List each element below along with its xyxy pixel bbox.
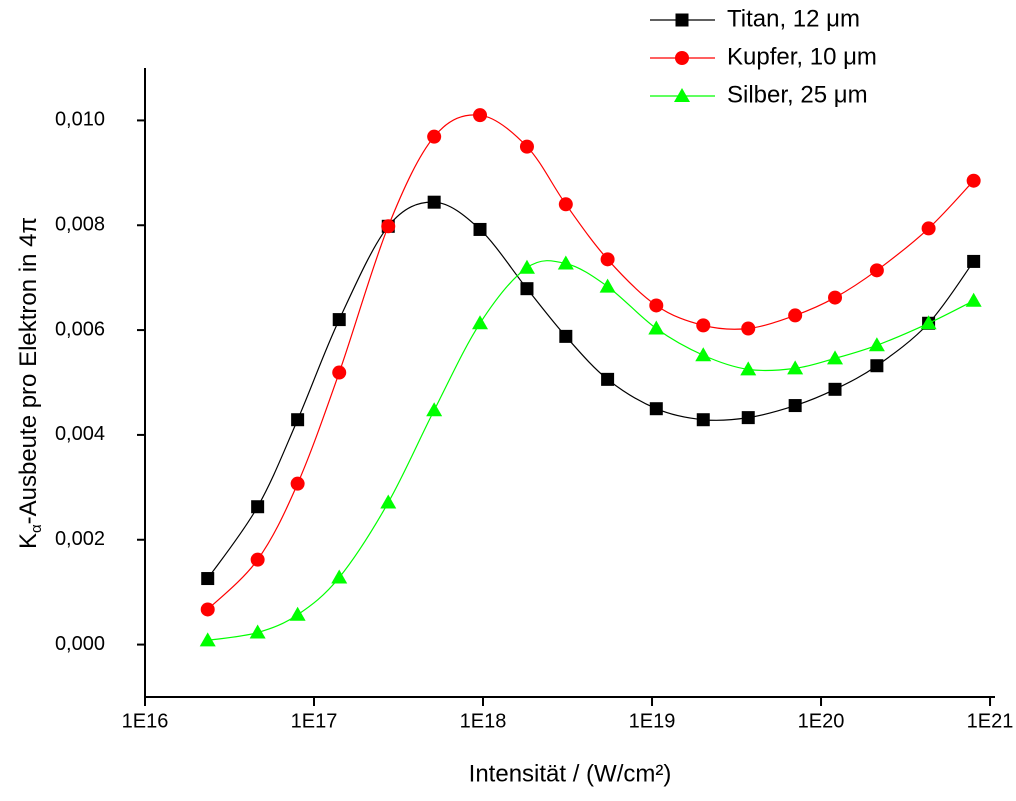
- marker: [332, 365, 347, 380]
- marker: [518, 259, 535, 274]
- marker: [558, 197, 573, 212]
- marker: [741, 321, 756, 336]
- y-tick-label: 0,000: [55, 633, 105, 655]
- marker: [696, 318, 711, 333]
- marker: [788, 308, 803, 323]
- marker: [966, 173, 981, 188]
- marker: [250, 552, 265, 567]
- marker: [331, 569, 348, 584]
- marker: [649, 298, 664, 313]
- marker: [648, 320, 665, 335]
- x-tick-label: 1E20: [798, 710, 845, 732]
- marker: [828, 290, 843, 305]
- x-tick-label: 1E19: [629, 710, 676, 732]
- marker: [649, 402, 663, 416]
- marker: [200, 602, 215, 617]
- marker: [599, 278, 616, 293]
- series-line: [207, 114, 975, 610]
- marker: [290, 476, 305, 491]
- marker: [967, 254, 981, 268]
- marker: [965, 292, 982, 307]
- marker: [201, 572, 215, 586]
- marker: [427, 195, 441, 209]
- marker: [675, 51, 689, 65]
- series-line: [207, 201, 975, 579]
- marker: [557, 255, 574, 270]
- y-label-sub: α: [28, 524, 45, 533]
- series-line: [207, 260, 974, 641]
- marker: [674, 88, 690, 102]
- marker: [740, 361, 757, 376]
- marker: [920, 315, 937, 330]
- y-label-rest: -Ausbeute pro Elektron in 4π: [15, 217, 42, 524]
- marker: [921, 221, 936, 236]
- marker: [741, 411, 755, 425]
- marker: [291, 413, 305, 427]
- marker: [559, 329, 573, 343]
- marker: [520, 282, 534, 296]
- legend-label: Titan, 12 μm: [727, 5, 860, 32]
- x-tick-label: 1E21: [967, 710, 1014, 732]
- marker: [251, 500, 265, 514]
- marker: [869, 263, 884, 278]
- x-axis-label: Intensität / (W/cm²): [469, 760, 672, 787]
- marker: [380, 494, 397, 509]
- marker: [870, 359, 884, 373]
- marker: [828, 382, 842, 396]
- marker: [427, 129, 442, 144]
- x-tick-label: 1E17: [291, 710, 338, 732]
- marker: [519, 139, 534, 154]
- marker: [332, 313, 346, 327]
- marker: [868, 337, 885, 352]
- marker: [696, 413, 710, 427]
- y-label-main: K: [15, 533, 42, 549]
- x-tick-label: 1E18: [460, 710, 507, 732]
- marker: [827, 350, 844, 365]
- marker: [426, 402, 443, 417]
- y-tick-label: 0,008: [55, 214, 105, 236]
- marker: [289, 606, 306, 621]
- y-tick-label: 0,004: [55, 423, 105, 445]
- marker: [381, 219, 396, 234]
- legend-label: Kupfer, 10 μm: [727, 43, 877, 70]
- legend-label: Silber, 25 μm: [727, 81, 868, 108]
- marker: [473, 108, 488, 123]
- marker: [675, 13, 689, 27]
- marker: [249, 624, 266, 639]
- marker: [787, 360, 804, 375]
- marker: [695, 347, 712, 362]
- y-tick-label: 0,002: [55, 528, 105, 550]
- y-tick-label: 0,010: [55, 109, 105, 131]
- x-tick-label: 1E16: [122, 710, 169, 732]
- marker: [472, 315, 489, 330]
- marker: [600, 252, 615, 267]
- y-tick-label: 0,006: [55, 318, 105, 340]
- marker: [473, 222, 487, 236]
- marker: [199, 632, 216, 647]
- marker: [788, 399, 802, 413]
- y-axis-label: Kα-Ausbeute pro Elektron in 4π: [15, 217, 45, 549]
- plot-area: [199, 108, 982, 647]
- marker: [601, 372, 615, 386]
